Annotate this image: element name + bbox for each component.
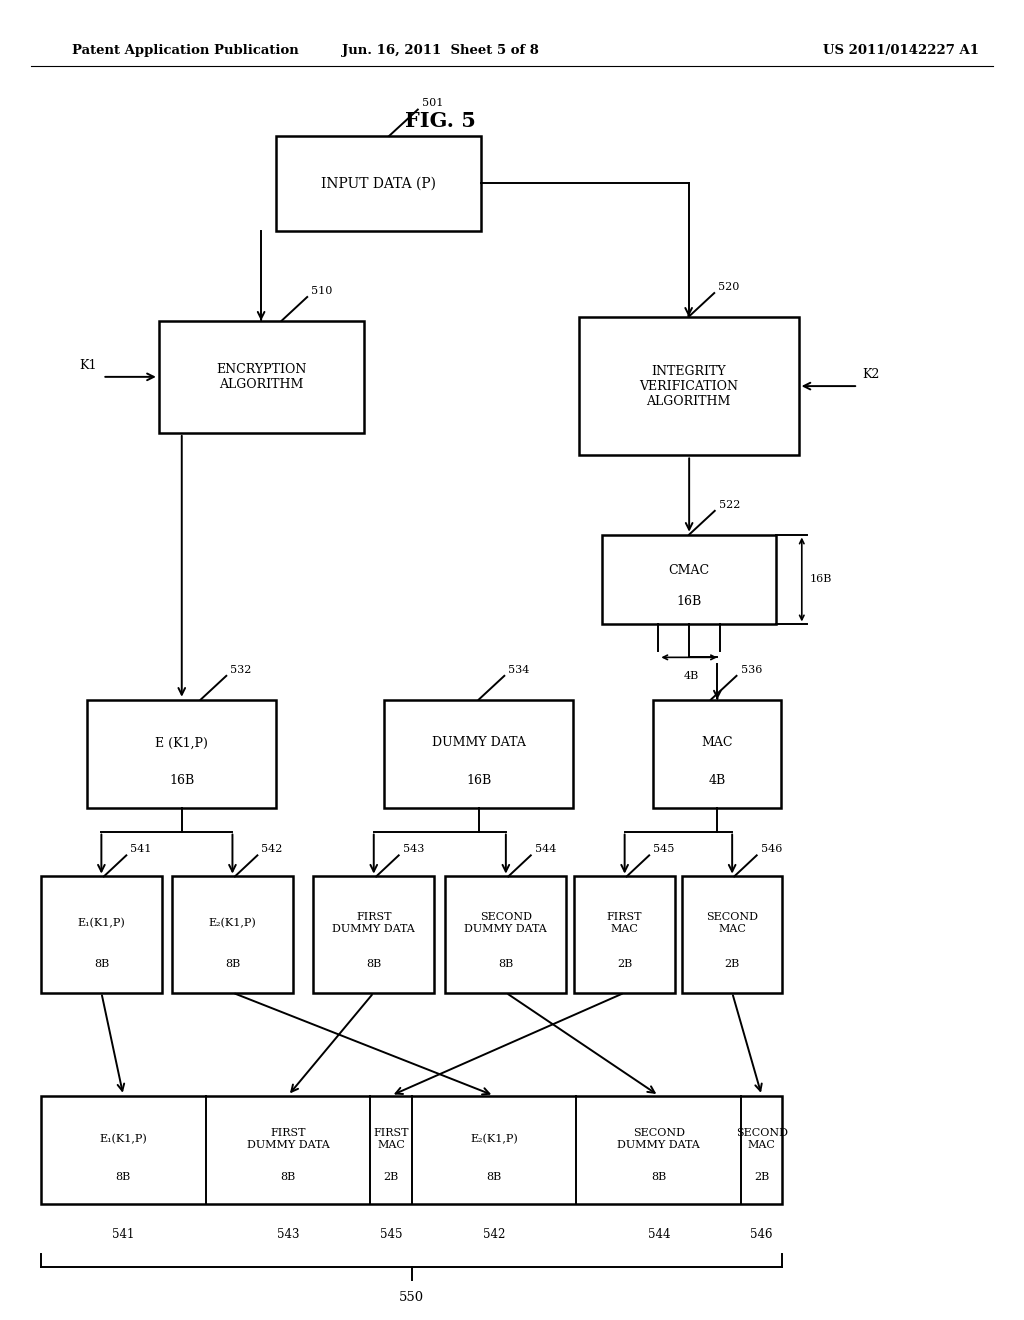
Text: 8B: 8B xyxy=(499,958,513,969)
Text: 8B: 8B xyxy=(486,1172,502,1181)
Text: 4B: 4B xyxy=(709,775,726,787)
Bar xyxy=(579,317,799,455)
Text: 8B: 8B xyxy=(281,1172,296,1181)
Text: Jun. 16, 2011  Sheet 5 of 8: Jun. 16, 2011 Sheet 5 of 8 xyxy=(342,44,539,57)
Text: 510: 510 xyxy=(311,285,333,296)
Text: ENCRYPTION
ALGORITHM: ENCRYPTION ALGORITHM xyxy=(216,363,306,391)
Bar xyxy=(574,876,675,993)
Text: FIRST
DUMMY DATA: FIRST DUMMY DATA xyxy=(247,1129,330,1150)
Text: 541: 541 xyxy=(113,1228,134,1241)
Text: 542: 542 xyxy=(483,1228,505,1241)
Text: 16B: 16B xyxy=(810,574,833,585)
Text: 8B: 8B xyxy=(367,958,381,969)
Text: 532: 532 xyxy=(230,664,252,675)
Text: 16B: 16B xyxy=(466,775,492,787)
Text: 544: 544 xyxy=(647,1228,670,1241)
Text: E₂(K1,P): E₂(K1,P) xyxy=(470,1134,518,1144)
Text: Patent Application Publication: Patent Application Publication xyxy=(72,44,298,57)
Text: 534: 534 xyxy=(509,664,529,675)
Text: 546: 546 xyxy=(751,1228,773,1241)
Text: 16B: 16B xyxy=(677,595,701,609)
Text: 520: 520 xyxy=(719,281,739,292)
Text: INTEGRITY
VERIFICATION
ALGORITHM: INTEGRITY VERIFICATION ALGORITHM xyxy=(639,364,738,408)
Bar xyxy=(41,1096,782,1204)
Bar xyxy=(682,876,782,993)
Bar xyxy=(87,700,276,808)
Text: MAC: MAC xyxy=(701,737,733,750)
Text: FIRST
MAC: FIRST MAC xyxy=(374,1129,409,1150)
Text: FIG. 5: FIG. 5 xyxy=(404,111,476,132)
Text: SECOND
MAC: SECOND MAC xyxy=(735,1129,787,1150)
Bar xyxy=(384,700,573,808)
Text: 543: 543 xyxy=(276,1228,299,1241)
Text: 8B: 8B xyxy=(225,958,240,969)
Bar xyxy=(653,700,781,808)
Bar xyxy=(172,876,293,993)
Text: 4B: 4B xyxy=(684,671,698,681)
Text: E₁(K1,P): E₁(K1,P) xyxy=(78,917,125,928)
Text: 541: 541 xyxy=(130,843,152,854)
Bar xyxy=(313,876,434,993)
Text: FIRST
MAC: FIRST MAC xyxy=(607,912,642,933)
Text: 543: 543 xyxy=(402,843,424,854)
Text: SECOND
DUMMY DATA: SECOND DUMMY DATA xyxy=(465,912,547,933)
Bar xyxy=(445,876,566,993)
Bar xyxy=(159,321,364,433)
Text: E₂(K1,P): E₂(K1,P) xyxy=(209,917,256,928)
Text: 545: 545 xyxy=(380,1228,402,1241)
Text: 542: 542 xyxy=(261,843,283,854)
Text: K1: K1 xyxy=(80,359,97,372)
Bar xyxy=(276,136,481,231)
Text: SECOND
MAC: SECOND MAC xyxy=(707,912,758,933)
Text: 2B: 2B xyxy=(617,958,632,969)
Text: 550: 550 xyxy=(399,1291,424,1304)
Text: CMAC: CMAC xyxy=(669,564,710,577)
Text: 2B: 2B xyxy=(383,1172,398,1181)
Text: 536: 536 xyxy=(740,664,762,675)
Text: 545: 545 xyxy=(653,843,675,854)
Text: 546: 546 xyxy=(761,843,782,854)
Text: 2B: 2B xyxy=(754,1172,769,1181)
Text: INPUT DATA (P): INPUT DATA (P) xyxy=(322,177,436,190)
Text: US 2011/0142227 A1: US 2011/0142227 A1 xyxy=(823,44,979,57)
Text: DUMMY DATA: DUMMY DATA xyxy=(432,737,525,750)
Bar xyxy=(602,535,776,624)
Text: 8B: 8B xyxy=(94,958,109,969)
Text: E (K1,P): E (K1,P) xyxy=(156,737,208,750)
Text: SECOND
DUMMY DATA: SECOND DUMMY DATA xyxy=(617,1129,700,1150)
Text: 2B: 2B xyxy=(725,958,739,969)
Bar xyxy=(41,876,162,993)
Text: 8B: 8B xyxy=(116,1172,131,1181)
Text: 16B: 16B xyxy=(169,775,195,787)
Text: 501: 501 xyxy=(422,98,443,108)
Text: 544: 544 xyxy=(535,843,556,854)
Text: 522: 522 xyxy=(719,499,740,510)
Text: K2: K2 xyxy=(862,368,880,380)
Text: 8B: 8B xyxy=(651,1172,667,1181)
Text: FIRST
DUMMY DATA: FIRST DUMMY DATA xyxy=(333,912,415,933)
Text: E₁(K1,P): E₁(K1,P) xyxy=(99,1134,147,1144)
